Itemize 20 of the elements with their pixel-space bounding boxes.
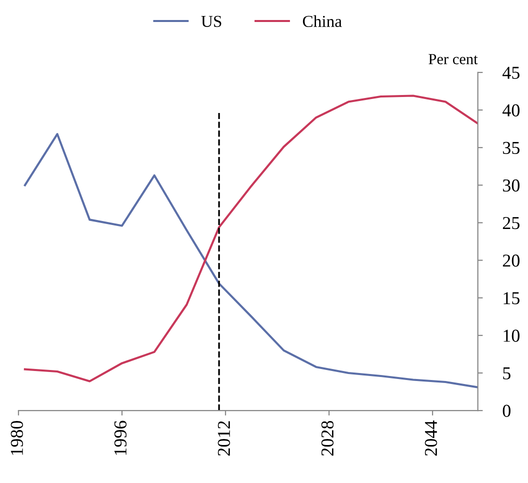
y-tick-label: 35 [503,142,520,154]
line-series [24,94,478,382]
line-series [24,133,478,388]
x-tick-label: 2028 [321,420,334,456]
legend-label: China [302,15,342,28]
y-tick-label: 20 [502,254,520,267]
x-tick-label: 1980 [10,420,23,455]
y-tick-label: 5 [503,367,510,380]
y-tick-label: 40 [502,104,520,116]
y-tick-label: 10 [504,330,520,342]
y-tick-label: 25 [502,217,520,230]
x-tick-label: 2012 [218,421,230,456]
y-tick-label: 45 [502,66,520,79]
y-tick-label: 30 [503,179,520,192]
y-tick-label: 15 [504,292,520,304]
legend-label: US [201,16,222,28]
y-axis-title: Per cent [428,54,478,64]
x-tick-label: 1996 [114,420,127,455]
x-tick-label: 2044 [424,420,438,456]
y-tick-label: 0 [502,404,510,417]
